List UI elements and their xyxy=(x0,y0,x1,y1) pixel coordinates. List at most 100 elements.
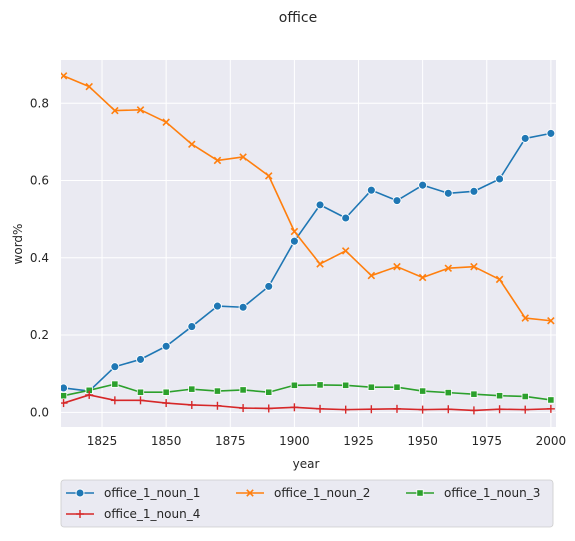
legend-marker-office-1-noun-2 xyxy=(246,489,254,497)
data-point-office-1-noun-1 xyxy=(110,362,120,372)
y-axis-label: word% xyxy=(11,224,25,265)
y-tick-label: 0.2 xyxy=(30,328,49,342)
data-point-office-1-noun-1 xyxy=(469,186,479,196)
data-point-office-1-noun-2 xyxy=(547,316,555,325)
data-point-office-1-noun-4 xyxy=(367,405,376,414)
legend-item-office-1-noun-3: office_1_noun_3 xyxy=(406,486,540,500)
legend-box xyxy=(60,479,554,528)
data-point-office-1-noun-4 xyxy=(392,404,401,413)
data-point-office-1-noun-1 xyxy=(289,236,299,246)
data-point-office-1-noun-3 xyxy=(495,392,504,400)
x-tick-label: 1825 xyxy=(87,434,118,448)
series-office-1-noun-3 xyxy=(61,380,555,404)
series-line-office-1-noun-4 xyxy=(63,394,551,412)
data-point-office-1-noun-2 xyxy=(239,153,247,161)
series-office-1-noun-1 xyxy=(61,128,556,396)
data-point-office-1-noun-3 xyxy=(61,392,68,400)
data-point-office-1-noun-1 xyxy=(315,200,325,210)
y-tick-label: 0.4 xyxy=(30,251,49,265)
data-point-office-1-noun-2 xyxy=(341,247,350,255)
legend-label-office-1-noun-1: office_1_noun_1 xyxy=(104,486,200,500)
series-office-1-noun-4 xyxy=(61,390,555,415)
data-point-office-1-noun-1 xyxy=(392,196,402,206)
data-point-office-1-noun-1 xyxy=(520,133,530,143)
data-point-office-1-noun-4 xyxy=(341,405,350,414)
legend-marker-office-1-noun-1 xyxy=(75,488,85,498)
data-point-office-1-noun-2 xyxy=(61,72,68,80)
data-point-office-1-noun-3 xyxy=(419,387,427,395)
data-point-office-1-noun-3 xyxy=(521,392,529,401)
chart-title: office xyxy=(279,10,317,26)
data-point-office-1-noun-2 xyxy=(111,106,119,115)
series-line-office-1-noun-2 xyxy=(63,75,551,322)
data-point-office-1-noun-4 xyxy=(316,404,325,413)
data-point-office-1-noun-4 xyxy=(521,405,530,414)
data-point-office-1-noun-2 xyxy=(188,140,196,148)
data-point-office-1-noun-1 xyxy=(136,354,145,364)
grid-lines xyxy=(61,60,556,427)
data-point-office-1-noun-2 xyxy=(290,227,299,236)
x-tick-label: 1975 xyxy=(471,434,502,448)
y-tick-label: 0.6 xyxy=(30,174,49,188)
data-point-office-1-noun-2 xyxy=(470,262,478,271)
x-tick-label: 1850 xyxy=(151,434,182,448)
x-tick-label: 1950 xyxy=(407,434,438,448)
data-point-office-1-noun-1 xyxy=(418,180,428,190)
data-point-office-1-noun-3 xyxy=(136,388,145,396)
data-point-office-1-noun-1 xyxy=(546,128,556,138)
data-point-office-1-noun-2 xyxy=(264,172,273,180)
series-line-office-1-noun-3 xyxy=(63,383,551,401)
y-tick-label: 0.0 xyxy=(30,405,49,419)
x-tick-label: 1900 xyxy=(279,434,310,448)
data-point-office-1-noun-4 xyxy=(264,404,273,413)
data-point-office-1-noun-3 xyxy=(111,380,119,388)
data-point-office-1-noun-1 xyxy=(264,281,274,291)
legend-item-office-1-noun-1: office_1_noun_1 xyxy=(66,486,200,500)
data-point-office-1-noun-3 xyxy=(265,388,273,396)
data-point-office-1-noun-3 xyxy=(393,383,401,391)
y-axis-ticks: 0.0 0.2 0.4 0.6 0.8 xyxy=(30,96,49,419)
legend-item-office-1-noun-4: office_1_noun_4 xyxy=(66,507,200,521)
data-point-office-1-noun-3 xyxy=(316,381,324,389)
data-point-office-1-noun-1 xyxy=(213,301,222,311)
x-axis-label: year xyxy=(293,457,320,471)
data-point-office-1-noun-2 xyxy=(495,275,504,284)
data-point-office-1-noun-4 xyxy=(61,399,68,408)
data-point-office-1-noun-4 xyxy=(495,405,504,414)
data-point-office-1-noun-2 xyxy=(213,156,222,165)
plot-area xyxy=(61,60,556,427)
data-point-office-1-noun-3 xyxy=(470,390,478,398)
data-point-office-1-noun-4 xyxy=(418,405,427,414)
data-point-office-1-noun-3 xyxy=(188,385,196,393)
data-point-office-1-noun-4 xyxy=(136,396,145,405)
y-tick-label: 0.8 xyxy=(30,96,49,110)
data-point-office-1-noun-3 xyxy=(342,381,350,389)
data-point-office-1-noun-2 xyxy=(444,264,453,272)
data-point-office-1-noun-1 xyxy=(61,383,69,393)
data-point-office-1-noun-2 xyxy=(367,271,376,280)
data-point-office-1-noun-4 xyxy=(469,406,478,415)
data-point-office-1-noun-1 xyxy=(238,302,248,312)
series-office-1-noun-2 xyxy=(61,72,555,325)
data-point-office-1-noun-2 xyxy=(162,118,170,126)
legend-item-office-1-noun-2: office_1_noun_2 xyxy=(236,486,370,500)
data-point-office-1-noun-4 xyxy=(444,405,453,414)
data-point-office-1-noun-2 xyxy=(393,262,401,271)
data-point-office-1-noun-2 xyxy=(418,273,427,282)
data-point-office-1-noun-3 xyxy=(444,389,452,397)
data-point-office-1-noun-1 xyxy=(366,185,376,195)
data-point-office-1-noun-1 xyxy=(341,213,351,223)
data-point-office-1-noun-2 xyxy=(521,314,529,322)
data-point-office-1-noun-4 xyxy=(239,404,248,413)
data-point-office-1-noun-3 xyxy=(239,386,247,394)
data-point-office-1-noun-3 xyxy=(213,387,222,395)
data-point-office-1-noun-4 xyxy=(213,401,222,410)
data-point-office-1-noun-3 xyxy=(290,381,298,389)
data-point-office-1-noun-1 xyxy=(161,341,171,351)
data-point-office-1-noun-2 xyxy=(85,82,93,91)
legend-label-office-1-noun-3: office_1_noun_3 xyxy=(444,486,540,500)
legend: office_1_noun_1 office_1_noun_2 office_1_n… xyxy=(60,479,554,528)
legend-marker-office-1-noun-3 xyxy=(416,489,424,497)
